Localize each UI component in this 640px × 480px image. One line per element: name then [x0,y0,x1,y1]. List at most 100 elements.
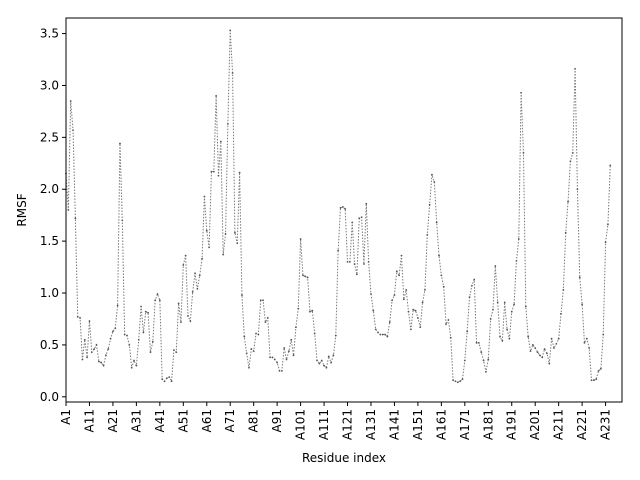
rmsf-data-point [252,350,255,353]
rmsf-data-point [182,264,185,266]
y-axis-label: RMSF [15,193,29,226]
rmsf-data-point [372,309,375,312]
x-tick-label: A161 [434,409,448,440]
rmsf-data-point [433,181,436,183]
rmsf-data-point [473,278,476,281]
rmsf-data-point [480,351,483,354]
rmsf-data-point [90,351,93,354]
rmsf-data-point [360,216,363,219]
rmsf-data-point [405,289,408,291]
rmsf-data-point [536,351,539,354]
rmsf-data-point [126,334,128,337]
rmsf-data-point [546,352,548,355]
rmsf-data-point [358,217,361,220]
rmsf-data-point [74,217,77,220]
rmsf-data-point [529,350,532,353]
rmsf-data-point [597,369,600,372]
x-tick-label: A81 [247,409,261,432]
rmsf-data-point [285,358,288,361]
x-tick-label: A61 [200,409,214,432]
rmsf-data-point [79,317,81,319]
rmsf-data-point [259,299,262,302]
rmsf-data-point [417,317,419,319]
rmsf-data-point [374,328,377,331]
rmsf-data-point [104,354,107,357]
rmsf-data-point [553,347,555,349]
rmsf-data-point [386,335,389,338]
x-tick-label: A121 [341,409,355,440]
rmsf-data-point [438,254,440,257]
rmsf-data-point [407,310,410,313]
rmsf-data-point [83,338,86,341]
rmsf-data-point [421,301,424,304]
rmsf-data-point [543,348,546,350]
y-tick-label: 0.5 [40,338,59,352]
rmsf-data-point [76,316,79,318]
x-tick-label: A51 [176,409,190,432]
rmsf-data-point [173,349,175,352]
rmsf-data-point [323,364,325,367]
rmsf-data-point [447,319,450,321]
rmsf-data-point [379,333,382,336]
rmsf-data-point [93,348,96,350]
rmsf-data-point [205,229,208,232]
rmsf-data-point [449,336,452,339]
rmsf-data-point [121,219,124,222]
y-tick-label: 2.5 [40,130,59,144]
rmsf-data-point [292,354,295,357]
rmsf-data-point [219,140,222,143]
rmsf-data-point [287,350,290,353]
rmsf-data-point [534,347,537,349]
rmsf-data-point [592,379,595,382]
x-tick-label: A181 [481,409,495,440]
rmsf-data-point [381,333,384,336]
x-tick-label: A171 [458,409,472,440]
rmsf-data-point [295,326,297,329]
rmsf-data-point [163,380,166,383]
rmsf-data-point [334,334,337,337]
rmsf-data-point [297,307,300,310]
rmsf-data-point [576,188,579,191]
rmsf-data-point [454,380,457,383]
rmsf-data-point [588,347,591,349]
rmsf-data-point [255,332,257,335]
x-axis-label: Residue index [302,451,386,465]
rmsf-data-point [271,356,274,359]
rmsf-data-point [175,351,178,354]
rmsf-data-point [602,333,605,336]
rmsf-data-point [442,285,445,288]
rmsf-data-point [133,359,135,362]
rmsf-data-point [489,318,492,320]
y-tick-label: 0.0 [40,390,59,404]
rmsf-data-point [428,203,431,206]
rmsf-data-point [226,122,229,125]
rmsf-data-point [377,331,379,334]
rmsf-data-point [506,328,508,331]
rmsf-data-point [156,293,159,295]
rmsf-data-point [607,223,609,226]
x-tick-label: A151 [411,409,425,440]
rmsf-data-point [550,337,553,340]
rmsf-data-point [196,287,199,290]
rmsf-data-point [203,195,206,198]
rmsf-data-point [344,208,347,210]
rmsf-data-point [604,241,607,244]
rmsf-data-point [431,173,433,176]
y-tick-label: 1.0 [40,286,59,300]
rmsf-data-point [201,257,203,260]
x-tick-label: A11 [82,409,96,432]
rmsf-data-point [595,378,598,381]
rmsf-data-point [339,207,342,209]
x-tick-label: A71 [223,409,237,432]
rmsf-data-point [238,171,241,174]
rmsf-data-point [168,376,171,378]
x-axis: A1 A11 A21 A31 A41 A51 A61 A71 A81 A91 A101 A111 A12… [59,402,613,440]
rmsf-data-point [81,358,84,361]
rmsf-data-point [419,326,422,329]
rmsf-data-point [384,333,386,336]
rmsf-data-point [72,129,74,131]
rmsf-data-point [88,320,91,322]
rmsf-data-point [424,289,426,291]
rmsf-data-point [222,253,225,256]
rmsf-data-point [266,317,269,319]
